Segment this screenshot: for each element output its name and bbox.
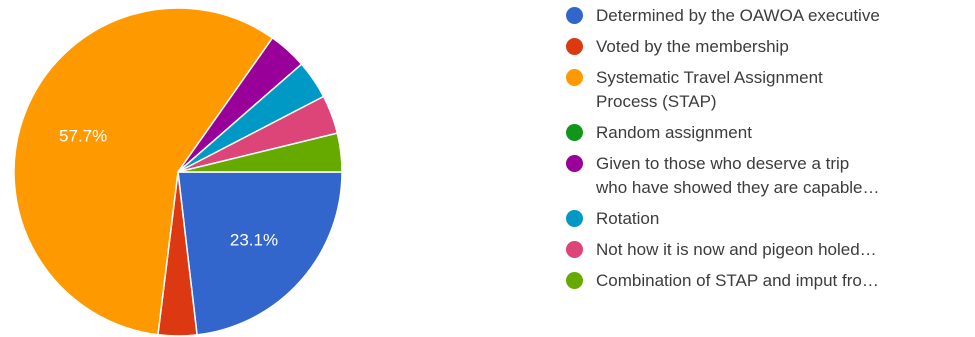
legend-label-line: Combination of STAP and imput fro… — [596, 271, 879, 290]
legend-swatch — [566, 69, 583, 86]
legend-swatch — [566, 155, 583, 172]
legend-swatch — [566, 241, 583, 258]
legend-label-line: Given to those who deserve a trip — [596, 154, 850, 173]
slice-data-label-2: 57.7% — [59, 126, 107, 145]
pie-slice-7 — [177, 132, 343, 173]
legend-label: Not how it is now and pigeon holed… — [596, 238, 877, 262]
legend-item: Voted by the membership — [566, 35, 971, 59]
legend-label: Rotation — [596, 207, 659, 231]
legend-label-line: Rotation — [596, 209, 660, 228]
legend-label-line: Random assignment — [596, 123, 752, 142]
legend-label-line: who have showed they are capable… — [596, 178, 880, 197]
legend-label-line: Determined by the OAWOA executive — [596, 6, 880, 25]
legend-label: Random assignment — [596, 121, 752, 145]
legend-item: Combination of STAP and imput fro… — [566, 269, 971, 293]
legend-label: Voted by the membership — [596, 35, 789, 59]
legend-item: Given to those who deserve a trip who hav… — [566, 152, 971, 200]
slice-data-label-0: 23.1% — [230, 231, 278, 250]
legend-swatch — [566, 38, 583, 55]
legend-swatch — [566, 272, 583, 289]
legend-swatch — [566, 124, 583, 141]
pie-svg: 23.1% 57.7% — [13, 7, 343, 337]
legend-item: Rotation — [566, 207, 971, 231]
legend-label-line: Not how it is now and pigeon holed… — [596, 240, 877, 259]
legend-label-line: Systematic Travel Assignment — [596, 68, 823, 87]
pie-slice-2 — [13, 7, 274, 336]
legend-label: Combination of STAP and imput fro… — [596, 269, 879, 293]
chart-legend: Determined by the OAWOA executive Voted b… — [566, 4, 971, 300]
legend-label-line: Voted by the membership — [596, 37, 789, 56]
legend-swatch — [566, 7, 583, 24]
legend-label: Determined by the OAWOA executive — [596, 4, 880, 28]
legend-label: Systematic Travel Assignment Process (STA… — [596, 66, 823, 114]
legend-label: Given to those who deserve a trip who hav… — [596, 152, 880, 200]
legend-item: Random assignment — [566, 121, 971, 145]
legend-item: Determined by the OAWOA executive — [566, 4, 971, 28]
legend-label-line: Process (STAP) — [596, 92, 717, 111]
pie-slice-0 — [177, 171, 343, 336]
legend-item: Systematic Travel Assignment Process (STA… — [566, 66, 971, 114]
legend-swatch — [566, 210, 583, 227]
legend-item: Not how it is now and pigeon holed… — [566, 238, 971, 262]
